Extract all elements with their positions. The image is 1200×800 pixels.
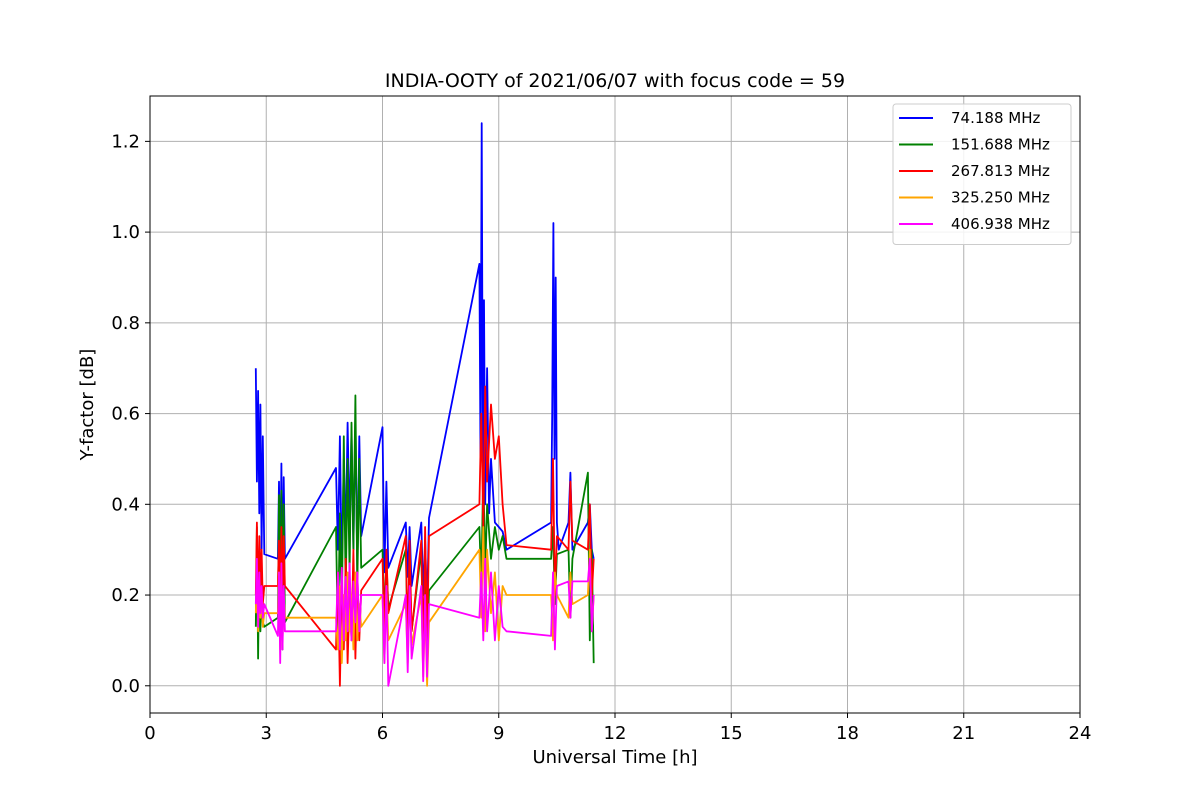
y-tick-label: 0.4 bbox=[111, 494, 140, 515]
x-tick-label: 24 bbox=[1069, 723, 1092, 744]
y-tick-label: 1.0 bbox=[111, 222, 140, 243]
legend-label: 406.938 MHz bbox=[951, 215, 1050, 233]
x-tick-label: 18 bbox=[836, 723, 859, 744]
y-tick-label: 0.8 bbox=[111, 313, 140, 334]
legend: 74.188 MHz 151.688 MHz 267.813 MHz 325.250 … bbox=[892, 103, 1072, 245]
x-tick-label: 6 bbox=[377, 723, 388, 744]
y-tick-label: 0.6 bbox=[111, 404, 140, 425]
legend-label: 267.813 MHz bbox=[951, 162, 1050, 180]
x-tick-label: 0 bbox=[144, 723, 155, 744]
x-tick-label: 9 bbox=[493, 723, 504, 744]
legend-label: 325.250 MHz bbox=[951, 189, 1050, 207]
legend-label: 151.688 MHz bbox=[951, 136, 1050, 154]
x-tick-label: 3 bbox=[261, 723, 272, 744]
y-tick-label: 0.2 bbox=[111, 585, 140, 606]
x-axis-label: Universal Time [h] bbox=[532, 747, 697, 768]
series-line-406-938-mhz bbox=[254, 557, 595, 687]
x-tick-label: 12 bbox=[604, 723, 627, 744]
x-tick-label: 15 bbox=[720, 723, 743, 744]
x-tick-label: 21 bbox=[952, 723, 975, 744]
chart-title: INDIA-OOTY of 2021/06/07 with focus code… bbox=[385, 70, 845, 92]
legend-label: 74.188 MHz bbox=[951, 109, 1040, 127]
y-tick-label: 1.2 bbox=[111, 131, 140, 152]
y-axis-label: Y-factor [dB] bbox=[77, 349, 98, 462]
legend-box bbox=[892, 103, 1072, 245]
ticks: 0 3 6 9 12 15 18 21 24 0.0 0.2 0.4 0.6 0.8 1.0 1.2 bbox=[111, 131, 1091, 744]
y-tick-label: 0.0 bbox=[111, 676, 140, 697]
series-layer bbox=[254, 122, 595, 687]
